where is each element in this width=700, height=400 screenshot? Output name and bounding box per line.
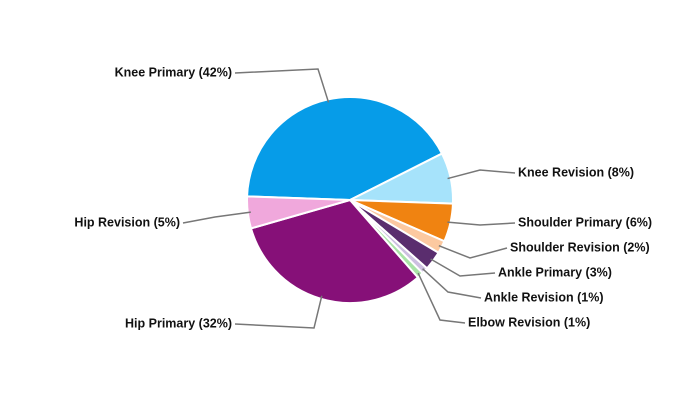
leader-line: [447, 221, 516, 226]
data-label: Ankle Revision (1%): [484, 290, 603, 304]
leader-line: [234, 68, 330, 103]
leader-line: [417, 272, 466, 324]
leader-line: [447, 169, 516, 180]
leader-line: [438, 244, 508, 259]
leader-line: [234, 295, 323, 329]
data-label: Shoulder Primary (6%): [518, 215, 652, 229]
leader-line: [430, 258, 496, 277]
data-label: Hip Revision (5%): [74, 215, 180, 229]
leader-line: [422, 268, 482, 299]
data-label: Elbow Revision (1%): [468, 315, 590, 329]
data-label: Shoulder Revision (2%): [510, 240, 650, 254]
leader-line: [182, 211, 251, 224]
data-label: Knee Primary (42%): [115, 65, 232, 79]
data-label: Hip Primary (32%): [125, 316, 232, 330]
data-label: Knee Revision (8%): [518, 165, 634, 179]
data-label: Ankle Primary (3%): [498, 265, 612, 279]
